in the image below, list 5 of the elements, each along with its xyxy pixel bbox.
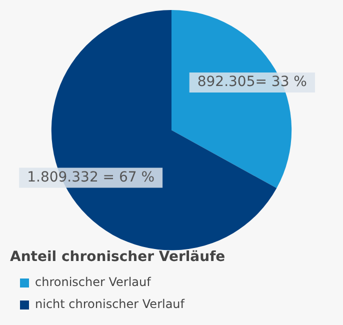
data-label: 892.305= 33 %: [197, 74, 308, 90]
data-label: 1.809.332 = 67 %: [27, 169, 155, 186]
legend-label: chronischer Verlauf: [35, 275, 152, 290]
legend-title: Anteil chronischer Verläufe: [10, 248, 226, 265]
legend-label: nicht chronischer Verlauf: [35, 297, 186, 312]
